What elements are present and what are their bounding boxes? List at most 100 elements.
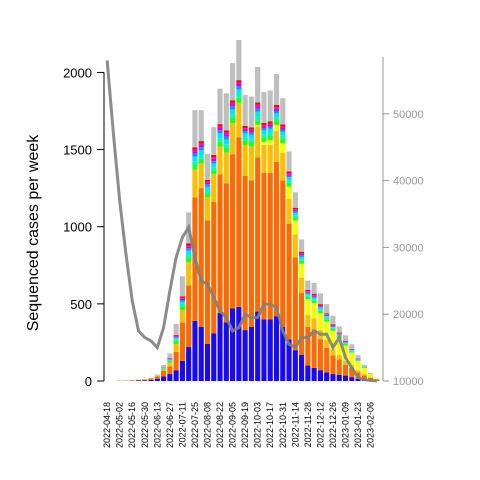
x-tick-label: 2022-05-16 [127, 402, 137, 448]
bar-segment [368, 377, 374, 378]
bar-segment [261, 134, 267, 138]
bar-segment [242, 175, 248, 331]
x-tick-label: 2022-10-03 [253, 402, 263, 448]
bar-segment [173, 335, 179, 337]
bar-segment [242, 140, 248, 145]
bar-segment [368, 372, 374, 374]
bar-segment [198, 144, 204, 148]
bar-segment [292, 207, 298, 210]
bar-segment [317, 306, 323, 308]
x-tick-label: 2022-11-28 [303, 402, 313, 447]
bar-segment [204, 193, 211, 198]
bar-segment [305, 291, 311, 293]
line-series [105, 60, 378, 383]
bar-segment [299, 256, 305, 260]
bar-segment [299, 263, 305, 278]
bar-segment [324, 319, 330, 322]
bar-segment [299, 293, 305, 355]
bar-segment [242, 137, 248, 141]
bar-segment [154, 374, 160, 376]
bar-segment [223, 152, 229, 184]
bar-segment [342, 335, 349, 341]
bar-segment [186, 245, 192, 247]
bar-segment [292, 211, 298, 213]
bar-segment [305, 291, 311, 292]
bar-segment [230, 154, 236, 309]
bar-segment [267, 124, 273, 127]
bar-segment [236, 94, 242, 98]
bar-segment [211, 170, 217, 175]
bar-segment [280, 327, 286, 381]
bar-segment [204, 181, 211, 183]
bar-segment [248, 134, 254, 139]
bar-segment [255, 120, 261, 125]
x-axis: 2022-04-18 2022-05-02 2022-05-16 2022-05-30… [102, 402, 375, 448]
bar-segment [186, 248, 192, 251]
bar-segment [317, 306, 323, 307]
bar-segment [273, 124, 280, 132]
bar-segment [248, 138, 254, 142]
bar-segment [299, 239, 305, 252]
bar-segment [179, 360, 185, 381]
x-tick-label: 2022-10-17 [265, 402, 275, 448]
bar-segment [273, 104, 280, 108]
bar-segment [261, 172, 267, 320]
bar-segment [349, 350, 355, 352]
x-tick-label: 2022-06-13 [152, 402, 162, 448]
bar-segment [273, 111, 280, 114]
x-tick-label: 2022-10-31 [278, 402, 288, 448]
bar-segment [179, 310, 185, 323]
bar-segment [280, 152, 286, 181]
bar-segment [154, 376, 160, 379]
y2-tick-label: 50000 [393, 109, 424, 121]
x-tick-label: 2023-01-09 [341, 402, 351, 448]
bar-segment [236, 97, 242, 104]
x-tick-label: 2022-05-30 [140, 402, 150, 448]
bar-segment [211, 127, 217, 155]
bar-segment [230, 123, 236, 155]
bar-segment [355, 360, 361, 361]
bar-segment [349, 350, 355, 351]
x-tick-label: 2022-05-02 [115, 402, 125, 448]
bar-segment [292, 217, 298, 221]
bar-segment [248, 129, 254, 132]
bar-segment [286, 186, 292, 199]
bar-segment [267, 123, 273, 125]
bar-segment [292, 212, 298, 216]
bar-segment [230, 114, 236, 118]
bar-segment [173, 351, 179, 371]
bar-segment [267, 126, 273, 129]
bar-segment [192, 153, 198, 157]
y-tick-label: 0 [85, 374, 92, 389]
bar-segment [299, 251, 305, 254]
bar-segment [273, 120, 280, 125]
bar-segment [292, 257, 298, 351]
bar-segment [223, 132, 229, 135]
y-tick-label: 1000 [63, 220, 92, 235]
bar-segment [236, 80, 242, 83]
bar-segment [211, 161, 217, 164]
bar-segment [179, 276, 185, 297]
bar-segment [204, 153, 211, 180]
bar-segment [349, 352, 355, 365]
bar-segment [317, 293, 323, 305]
bar-segment [267, 172, 273, 320]
bar-segment [248, 327, 254, 381]
bar-segment [280, 180, 286, 327]
bar-segment [173, 343, 179, 352]
bar-segment [161, 368, 167, 370]
bar-segment [355, 355, 361, 359]
bar-segment [198, 158, 204, 164]
bar-segment [305, 296, 311, 300]
bar-segment [198, 188, 204, 327]
bar-segment [273, 73, 280, 105]
bar-segment [167, 374, 173, 381]
bar-segment [311, 297, 317, 300]
bar-segment [223, 93, 229, 131]
bar-segment [236, 137, 242, 307]
bar-segment [179, 301, 185, 304]
bar-segment [217, 313, 223, 381]
bar-segment [242, 144, 248, 176]
x-tick-label: 2023-01-23 [353, 402, 363, 448]
bar-segment [286, 175, 292, 178]
